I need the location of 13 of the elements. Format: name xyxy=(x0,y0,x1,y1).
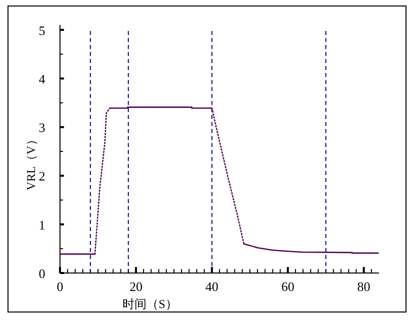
x-tick-label: 40 xyxy=(205,279,218,294)
x-axis-title: 时间（S） xyxy=(122,297,178,311)
y-tick-label: 2 xyxy=(38,168,46,184)
x-tick-label: 20 xyxy=(129,279,142,294)
y-tick-label: 5 xyxy=(38,22,46,38)
x-tick-label: 0 xyxy=(56,279,64,294)
y-tick-label: 3 xyxy=(38,120,46,136)
y-tick-label: 0 xyxy=(38,266,46,281)
x-tick-label: 60 xyxy=(281,279,294,294)
y-axis-title: VRL（V） xyxy=(24,134,38,190)
x-tick-label: 80 xyxy=(357,279,370,294)
y-tick-label: 4 xyxy=(38,71,46,86)
y-tick-label: 1 xyxy=(38,217,46,232)
